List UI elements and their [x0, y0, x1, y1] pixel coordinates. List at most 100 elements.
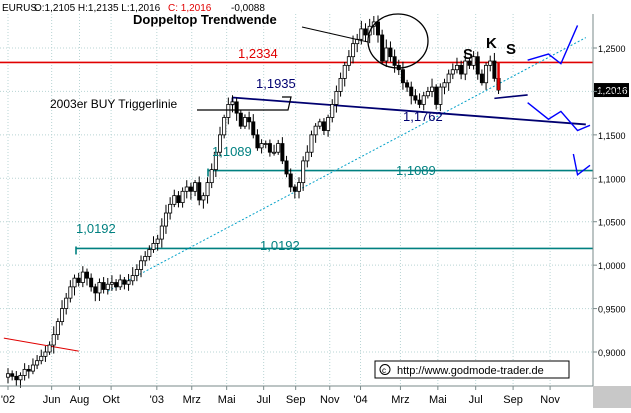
candle-body — [238, 112, 243, 127]
candle-body — [234, 101, 239, 114]
trigger-pointer — [197, 96, 292, 111]
copyright-letter: c — [382, 366, 386, 375]
header-change: -0,0088 — [231, 3, 265, 14]
candle-body — [51, 334, 56, 346]
y-tick-label: 1,2500 — [598, 44, 626, 54]
forecast-up-path — [527, 25, 579, 65]
candle-body — [155, 238, 160, 244]
candle-body — [126, 280, 131, 285]
candle-body — [459, 64, 464, 75]
candle-body — [492, 60, 497, 79]
candle-body — [93, 286, 98, 294]
candle-body — [309, 134, 314, 153]
candle-body — [380, 34, 385, 62]
candle-body — [400, 69, 405, 84]
candle-body — [475, 56, 480, 75]
candle-body — [463, 60, 468, 75]
price-tag: 1,2016 — [594, 83, 629, 98]
candles — [6, 15, 501, 388]
x-tick-label: '03 — [150, 394, 164, 406]
x-tick-label: Jul — [257, 394, 271, 406]
candle-body — [101, 282, 106, 290]
price-tag-value: 1,2016 — [597, 86, 628, 97]
y-tick-label: 0,9000 — [598, 348, 626, 358]
candle-body — [442, 82, 447, 88]
forecast-down-path-lower — [572, 153, 591, 177]
header-ohlc: O:1,2105 H:1,2135 L:1,2016 — [34, 3, 161, 14]
candle-body — [363, 28, 368, 36]
candle-body — [213, 151, 218, 171]
candle-body — [197, 182, 202, 201]
candle-body — [130, 275, 135, 282]
trigger-end-label: 1,1762 — [403, 109, 443, 124]
doppeltop-pointer — [301, 26, 369, 43]
candle-body — [226, 104, 231, 118]
candle-body — [326, 117, 331, 131]
level-label-support-1: 1,1089 — [212, 144, 252, 159]
candle-body — [6, 373, 11, 378]
head-label: K — [486, 35, 497, 52]
candle-body — [76, 277, 81, 283]
candle-body — [384, 47, 389, 62]
candle-body — [454, 64, 459, 71]
candle-body — [43, 351, 48, 357]
x-tick-label: Nov — [320, 394, 340, 406]
candle-body — [272, 151, 277, 154]
candle-body — [18, 375, 23, 381]
candle-body — [242, 117, 247, 127]
candle-body — [251, 121, 256, 136]
trigger-label: 2003er BUY Triggerlinie — [50, 97, 178, 111]
candle-body — [484, 64, 489, 84]
trigger-value-label: 1,1935 — [256, 76, 296, 91]
candle-body — [72, 277, 77, 288]
x-tick-label: Aug — [70, 394, 90, 406]
candle-body — [134, 269, 139, 276]
candle-body — [421, 95, 426, 105]
candle-body — [334, 91, 339, 105]
doppeltop-label: Doppeltop Trendwende — [133, 12, 277, 27]
candle-body — [184, 186, 189, 192]
x-tick-label: Jul — [469, 394, 483, 406]
y-tick-label: 1,1500 — [598, 131, 626, 141]
x-tick-label: Mai — [429, 394, 447, 406]
candle-body — [168, 203, 173, 214]
candle-body — [467, 60, 472, 66]
candle-body — [263, 143, 268, 145]
candle-body — [172, 195, 177, 205]
grid — [0, 14, 593, 386]
candle-body — [163, 212, 168, 227]
candle-body — [35, 360, 40, 366]
candle-body — [346, 56, 351, 66]
candle-body — [105, 283, 110, 290]
candle-body — [409, 86, 414, 97]
forecast-down-path — [527, 102, 591, 132]
candle-body — [280, 143, 285, 162]
x-tick-label: Nov — [540, 394, 560, 406]
candle-body — [342, 64, 347, 79]
price-tag-background — [594, 83, 629, 98]
x-tick-label: Mrz — [183, 394, 201, 406]
x-tick-label: '02 — [1, 394, 15, 406]
candle-body — [479, 73, 484, 84]
copyright-icon — [379, 364, 391, 375]
candle-body — [201, 195, 206, 201]
shoulder-left-label: S — [463, 46, 473, 63]
candle-body — [151, 243, 156, 250]
candle-body — [434, 86, 439, 105]
old-trend-line — [3, 337, 79, 352]
candle-body — [375, 21, 380, 36]
doppeltop-circle — [367, 13, 429, 69]
candle-body — [450, 69, 455, 75]
candle-body — [143, 256, 148, 262]
candle-body — [438, 86, 443, 105]
x-tick-label: Okt — [103, 394, 120, 406]
level-label-support-1-right: 1,1089 — [396, 163, 436, 178]
candle-body — [296, 182, 301, 192]
x-tick-label: '04 — [353, 394, 367, 406]
candle-body — [222, 117, 227, 136]
candle-body — [180, 190, 185, 204]
candle-body — [80, 271, 85, 283]
candle-body — [267, 143, 272, 153]
y-tick-label: 1,0000 — [598, 261, 626, 271]
